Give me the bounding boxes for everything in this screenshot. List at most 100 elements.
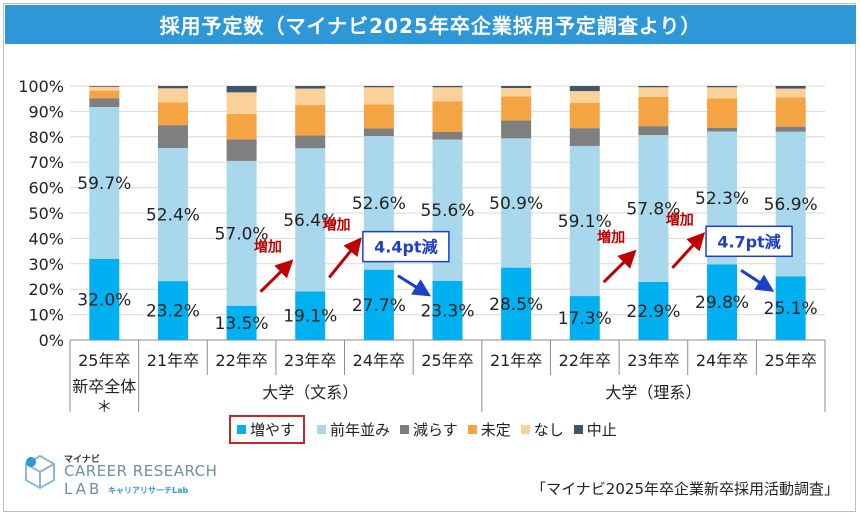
bar-segment: [226, 86, 257, 93]
data-label: 50.9%: [489, 194, 543, 214]
bar-segment: [501, 96, 532, 121]
y-tick-label: 50%: [28, 204, 64, 223]
bar-segment: [157, 102, 188, 126]
bar-segment: [363, 86, 394, 88]
decrease-callout-label: 4.4pt減: [374, 238, 437, 257]
bar-segment: [89, 98, 120, 108]
bar-segment: [363, 104, 394, 129]
y-tick-label: 100%: [18, 77, 64, 96]
data-label: 32.0%: [77, 290, 131, 310]
data-label: 17.3%: [558, 309, 612, 329]
x-tick-label: 22年卒: [215, 351, 267, 370]
bar-segment: [501, 86, 532, 89]
data-label: 27.7%: [352, 296, 406, 316]
bar-segment: [569, 91, 600, 103]
increase-label: 増加: [254, 238, 282, 255]
bar-segment: [432, 280, 463, 340]
legend-item: 前年並み: [317, 419, 390, 440]
decrease-arrow: [740, 269, 775, 292]
data-label: 52.3%: [695, 189, 749, 209]
source-note: 「マイナビ2025年卒企業新卒採用活動調査」: [531, 480, 839, 498]
data-label: 57.8%: [626, 199, 680, 219]
data-label: 23.3%: [420, 301, 474, 321]
bar-segment: [157, 86, 188, 89]
bar-segment: [569, 128, 600, 146]
logo-brand-top: マイナビ: [64, 455, 100, 465]
data-label: 19.1%: [283, 307, 337, 327]
data-label: 23.2%: [146, 302, 200, 322]
bar-segment: [89, 90, 120, 99]
legend-item: 増やす: [229, 414, 306, 444]
bar-segment: [295, 135, 326, 149]
group-label: 大学（理系）: [605, 383, 701, 402]
bar-segment: [707, 264, 738, 340]
bar-segment: [501, 88, 532, 97]
decrease-callout-label: 4.7pt減: [717, 232, 780, 251]
bar-segment: [157, 88, 188, 103]
x-tick-label: 22年卒: [559, 351, 611, 370]
legend-swatch: [237, 424, 246, 434]
y-tick-label: 20%: [28, 280, 64, 299]
y-tick-label: 0%: [39, 331, 64, 350]
x-tick-label: 25年卒: [764, 351, 816, 370]
logo-brand-main: CAREER RESEARCH: [64, 462, 218, 480]
legend-swatch: [400, 424, 410, 434]
increase-arrow: [259, 259, 294, 293]
y-tick-label: 90%: [28, 102, 64, 121]
group-label: 新卒全体: [72, 377, 136, 396]
legend-swatch: [573, 424, 583, 434]
bar-segment: [226, 160, 257, 306]
increase-arrow: [328, 237, 362, 279]
bar-segment: [295, 291, 326, 340]
bar-segment: [707, 98, 738, 128]
bar-segment: [707, 87, 738, 99]
x-tick-label: 21年卒: [490, 351, 542, 370]
bar-segment: [295, 148, 326, 292]
data-label: 59.7%: [77, 174, 131, 194]
legend-swatch: [317, 424, 327, 434]
bar-segment: [569, 86, 600, 92]
x-tick-label: 24年卒: [353, 351, 405, 370]
bar-segment: [432, 131, 463, 140]
bar-segment: [157, 281, 188, 340]
x-tick-label: 23年卒: [284, 351, 336, 370]
x-tick-label: 21年卒: [147, 351, 199, 370]
legend: 増やす 前年並み 減らす 未定 なし 中止: [229, 414, 627, 444]
legend-swatch: [467, 424, 477, 434]
data-label: 57.0%: [215, 224, 269, 244]
bar-segment: [775, 126, 806, 132]
increase-label: 増加: [597, 229, 625, 246]
bar-segment: [295, 105, 326, 136]
bar-segment: [638, 126, 669, 136]
x-tick-label: 25年卒: [421, 351, 473, 370]
increase-label: 増加: [666, 211, 694, 228]
bar-segment: [707, 86, 738, 88]
bar-segment: [157, 125, 188, 148]
bar-segment: [363, 87, 394, 105]
increase-label: 増加: [323, 217, 351, 234]
legend-swatch: [520, 424, 530, 434]
y-tick-label: 30%: [28, 255, 64, 274]
increase-arrow: [671, 232, 706, 269]
bar-segment: [363, 128, 394, 137]
group-label: 大学（文系）: [262, 383, 358, 402]
x-tick-label: 25年卒: [78, 351, 130, 370]
data-label: 22.9%: [626, 302, 680, 322]
bar-segment: [638, 135, 669, 282]
bar-segment: [775, 276, 806, 340]
legend-label: 未定: [480, 420, 511, 439]
data-label: 29.8%: [695, 293, 749, 313]
bar-segment: [89, 107, 120, 259]
data-label: 13.5%: [215, 314, 269, 334]
legend-item: 減らす: [400, 419, 458, 440]
bar-segment: [707, 127, 738, 132]
decrease-callout-box: [362, 230, 450, 263]
bar-segment: [89, 86, 120, 91]
bar-segment: [89, 86, 120, 87]
bar-segment: [226, 92, 257, 114]
cube-logo-icon: [25, 454, 55, 490]
bar-segment: [638, 96, 669, 127]
bar-segment: [295, 86, 326, 89]
legend-item: なし: [520, 419, 564, 440]
bar-segment: [295, 88, 326, 106]
